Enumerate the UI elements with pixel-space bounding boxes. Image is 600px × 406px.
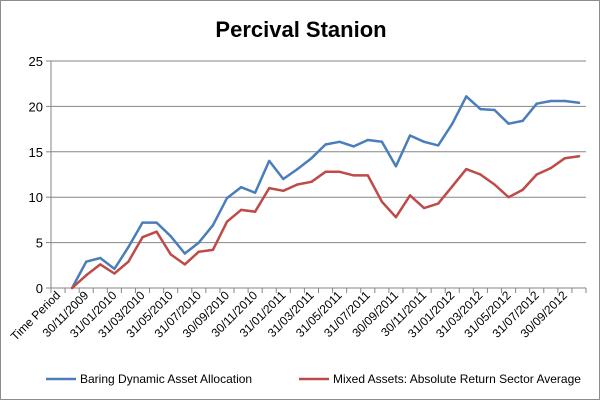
- series-1-point: [408, 134, 412, 137]
- legend-label-2: Mixed Assets: Absolute Return Sector Ave…: [333, 372, 581, 386]
- series-2-point: [141, 236, 144, 239]
- series-2-point: [394, 216, 398, 219]
- series-1-point: [352, 145, 355, 148]
- legend: Baring Dynamic Asset Allocation Mixed Ass…: [46, 372, 581, 386]
- y-tick-label: 10: [29, 190, 43, 205]
- series-1-point: [324, 143, 327, 146]
- series-2-point: [183, 263, 186, 266]
- series-2-point: [324, 170, 327, 173]
- series-1-point: [366, 138, 369, 142]
- series-1-point: [577, 101, 581, 105]
- y-tick-label: 0: [36, 281, 43, 296]
- series-1-point: [197, 241, 200, 244]
- series-1-point: [155, 221, 158, 224]
- series-2-point: [296, 183, 299, 186]
- series-1-point: [507, 122, 510, 125]
- series-1-point: [479, 107, 482, 111]
- legend-label-1: Baring Dynamic Asset Allocation: [80, 372, 252, 386]
- series-2-point: [493, 183, 496, 186]
- series-2-point: [239, 208, 243, 212]
- series-2-point: [197, 250, 200, 253]
- y-tick-label: 5: [36, 236, 43, 251]
- series-2-point: [70, 286, 74, 290]
- series-1-point: [169, 235, 172, 238]
- series-1-point: [465, 95, 468, 98]
- series-1-point: [268, 159, 271, 163]
- series-1-point: [563, 99, 567, 103]
- series-2-point: [380, 200, 384, 203]
- series-1-point: [211, 224, 215, 227]
- series-1-point: [380, 140, 384, 143]
- series-1-point: [113, 267, 116, 271]
- series-2-point: [99, 263, 102, 266]
- series-2-point: [338, 170, 341, 173]
- series-2-point: [253, 210, 257, 213]
- series-2-point: [422, 206, 426, 210]
- series-2-point: [85, 274, 88, 277]
- x-axis-tick-labels: Time Period30/11/200931/01/201031/03/201…: [8, 288, 570, 344]
- series-1-point: [521, 119, 524, 123]
- series-2-point: [563, 157, 567, 160]
- series-1-point: [225, 196, 229, 200]
- series-1-point: [394, 165, 398, 168]
- series-2-point: [408, 194, 412, 197]
- y-axis-tick-labels: 0 5 10 15 20 25: [29, 54, 43, 296]
- series-2-point: [465, 167, 468, 171]
- series-2-point: [127, 260, 130, 263]
- series-2-point: [366, 174, 369, 177]
- series-1-point: [253, 191, 257, 194]
- series-2-point: [577, 155, 581, 158]
- series-1-point: [437, 144, 440, 147]
- series-2-point: [282, 189, 285, 192]
- y-tick-label: 20: [29, 99, 43, 114]
- series-1-point: [183, 252, 186, 255]
- series-1-point: [141, 221, 144, 224]
- series-1-point: [99, 256, 102, 260]
- series-2-point: [113, 272, 116, 275]
- series-1-point: [239, 186, 243, 189]
- series-1-point: [282, 177, 285, 181]
- axes: [46, 60, 587, 293]
- series-1-point: [310, 157, 313, 160]
- series-1-point: [451, 122, 454, 125]
- y-tick-label: 25: [29, 54, 43, 69]
- series-1-point: [493, 108, 496, 112]
- series-1-point: [422, 140, 426, 143]
- series-lines: [70, 95, 581, 290]
- series-2-point: [437, 202, 440, 205]
- series-2-point: [155, 230, 158, 233]
- series-2-point: [310, 180, 313, 183]
- series-2-point: [451, 185, 454, 188]
- series-2-point: [352, 174, 355, 177]
- series-2-point: [521, 188, 524, 192]
- series-1-point: [85, 260, 88, 263]
- y-tick-label: 15: [29, 145, 43, 160]
- series-1-point: [127, 245, 130, 249]
- series-2-point: [268, 186, 271, 190]
- series-2-point: [549, 166, 552, 170]
- series-2-point: [225, 220, 229, 223]
- series-2-point: [479, 173, 482, 176]
- series-1-point: [338, 140, 341, 143]
- chart-title: Percival Stanion: [215, 17, 386, 42]
- series-1-point: [296, 167, 299, 171]
- series-2-point: [211, 248, 215, 252]
- series-1-point: [549, 99, 552, 103]
- series-2-point: [169, 253, 172, 256]
- series-2-point: [507, 196, 510, 199]
- series-2-point: [535, 173, 538, 176]
- series-1-point: [535, 102, 538, 105]
